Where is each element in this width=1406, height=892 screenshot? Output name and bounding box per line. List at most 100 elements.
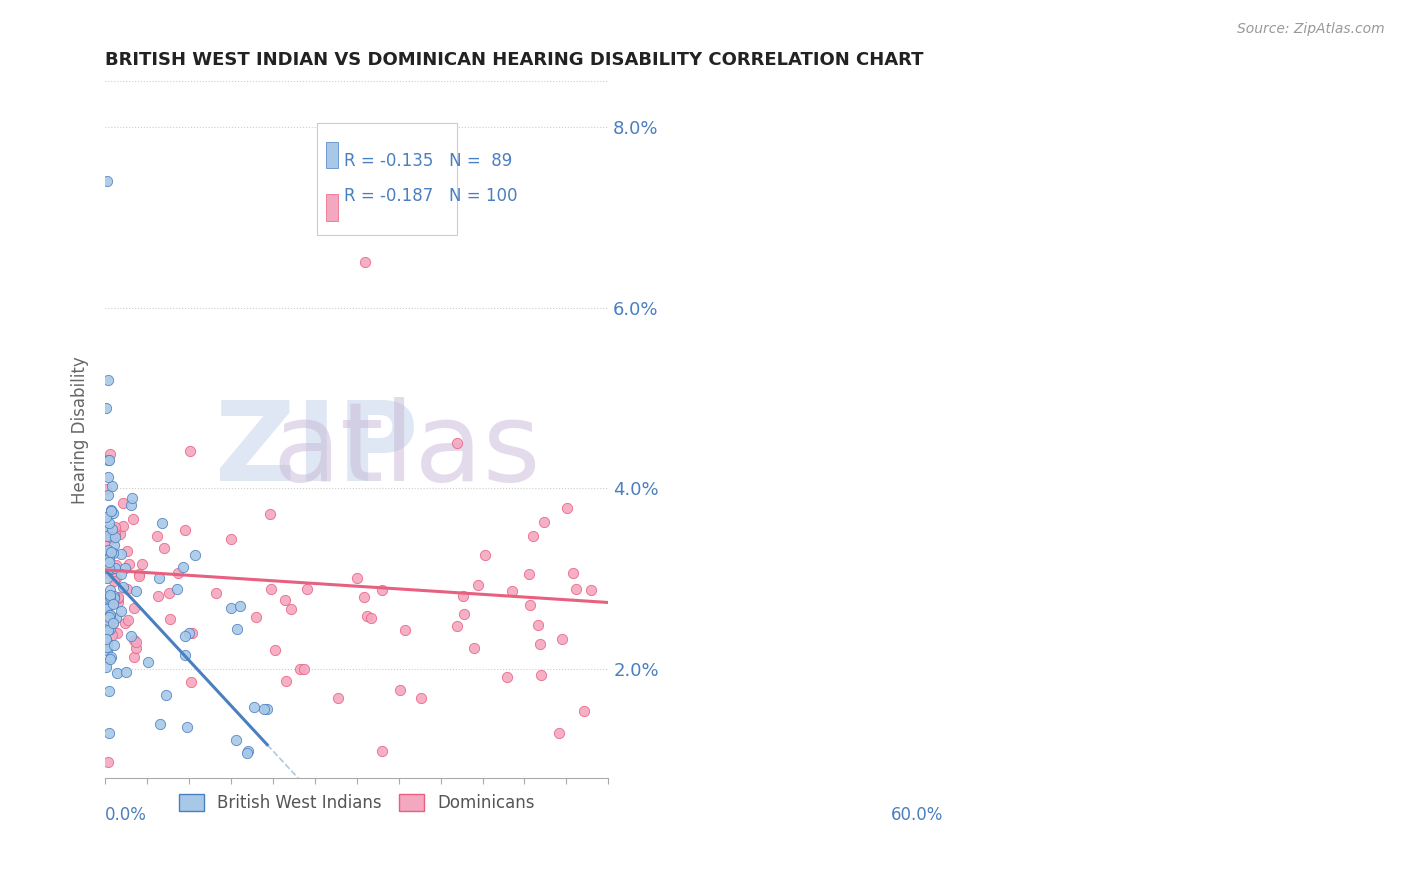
- Point: [225, 733, 247, 747]
- Point: [98, 530, 121, 544]
- Point: [517, 566, 540, 581]
- Point: [97, 528, 120, 542]
- Point: [96, 482, 118, 496]
- Point: [346, 571, 368, 585]
- Point: [174, 523, 197, 537]
- Point: [96, 635, 118, 649]
- Point: [97, 613, 120, 627]
- Point: [174, 648, 197, 662]
- Point: [122, 649, 145, 664]
- Point: [522, 529, 544, 543]
- Y-axis label: Hearing Disability: Hearing Disability: [72, 356, 89, 504]
- Point: [179, 443, 201, 458]
- Point: [181, 626, 204, 640]
- Text: ZIP: ZIP: [215, 397, 418, 504]
- Point: [360, 610, 382, 624]
- Point: [96, 640, 118, 655]
- Point: [176, 720, 198, 734]
- Point: [122, 512, 145, 526]
- Point: [105, 558, 128, 572]
- Point: [101, 598, 124, 612]
- Point: [120, 629, 142, 643]
- Point: [100, 582, 122, 597]
- Point: [180, 674, 202, 689]
- Text: 0.0%: 0.0%: [105, 805, 148, 824]
- Point: [288, 662, 311, 676]
- Point: [446, 619, 468, 633]
- Point: [263, 643, 285, 657]
- Point: [100, 545, 122, 559]
- Point: [107, 595, 129, 609]
- Point: [98, 560, 121, 574]
- Point: [103, 589, 125, 603]
- Point: [530, 668, 553, 682]
- Point: [97, 453, 120, 467]
- Point: [371, 744, 394, 758]
- Point: [260, 582, 283, 597]
- Point: [98, 550, 121, 565]
- Point: [131, 557, 153, 571]
- Point: [105, 611, 128, 625]
- Point: [236, 746, 259, 760]
- Point: [353, 590, 375, 604]
- Point: [125, 634, 148, 648]
- Point: [122, 601, 145, 615]
- Text: R = -0.135   N =  89: R = -0.135 N = 89: [344, 153, 512, 170]
- Point: [98, 588, 121, 602]
- Point: [225, 622, 247, 636]
- Point: [107, 591, 129, 606]
- Point: [98, 608, 121, 623]
- Point: [574, 704, 596, 718]
- Point: [579, 582, 602, 597]
- Point: [101, 546, 124, 560]
- Point: [152, 516, 174, 530]
- Point: [104, 525, 127, 540]
- Point: [97, 556, 120, 570]
- Point: [98, 607, 121, 622]
- Point: [103, 538, 125, 552]
- Point: [98, 447, 121, 461]
- Point: [148, 571, 170, 585]
- Point: [103, 560, 125, 574]
- Point: [98, 562, 121, 576]
- Point: [94, 615, 117, 629]
- Point: [100, 503, 122, 517]
- Point: [107, 591, 129, 605]
- Point: [100, 504, 122, 518]
- Text: 60.0%: 60.0%: [891, 805, 943, 824]
- Point: [96, 174, 118, 188]
- Point: [167, 566, 190, 580]
- Point: [153, 541, 176, 556]
- Point: [388, 682, 411, 697]
- Point: [274, 592, 297, 607]
- Point: [172, 560, 194, 574]
- Point: [94, 401, 117, 415]
- Point: [551, 632, 574, 646]
- FancyBboxPatch shape: [326, 194, 339, 220]
- Point: [107, 666, 129, 681]
- Point: [94, 543, 117, 558]
- Point: [292, 662, 315, 676]
- Point: [98, 610, 121, 624]
- Point: [118, 557, 141, 571]
- Point: [496, 670, 519, 684]
- Point: [101, 507, 124, 521]
- Point: [100, 650, 122, 665]
- Point: [128, 569, 150, 583]
- Point: [219, 601, 242, 615]
- Point: [97, 755, 120, 769]
- Point: [94, 660, 117, 674]
- Point: [125, 583, 148, 598]
- Point: [110, 547, 132, 561]
- Point: [356, 608, 378, 623]
- Point: [157, 586, 180, 600]
- Point: [112, 496, 135, 510]
- Point: [96, 566, 118, 581]
- Point: [96, 608, 118, 623]
- Point: [98, 527, 121, 541]
- Point: [529, 637, 551, 651]
- Point: [159, 612, 181, 626]
- Point: [101, 531, 124, 545]
- Point: [354, 255, 377, 269]
- Point: [101, 596, 124, 610]
